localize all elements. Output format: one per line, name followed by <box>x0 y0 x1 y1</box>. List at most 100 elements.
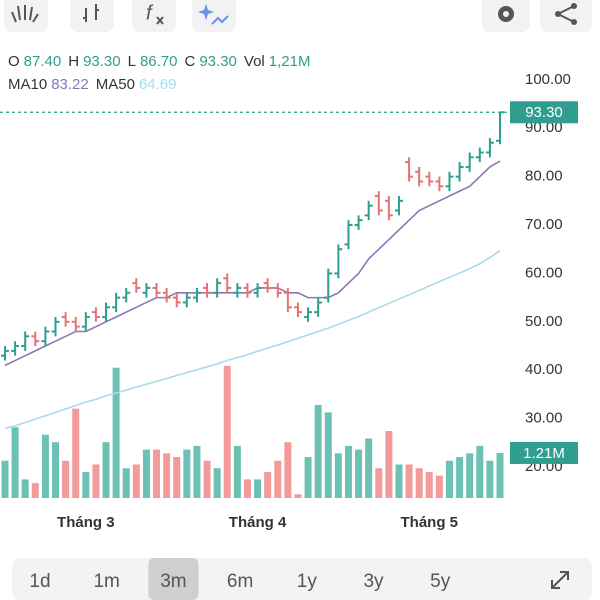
volume-bar <box>456 457 464 498</box>
volume-bar <box>52 442 60 498</box>
volume-bar <box>254 479 262 498</box>
volume-bar <box>122 468 130 498</box>
legend-key: O <box>8 53 20 70</box>
hand-icon <box>11 5 39 23</box>
ma-legend-name: MA10 <box>8 76 47 93</box>
volume-label: 1.21M <box>523 445 565 462</box>
gear-hole <box>503 11 509 17</box>
x-tick-label: Tháng 3 <box>57 514 115 531</box>
legend-key: Vol <box>244 53 265 70</box>
volume-bar <box>314 404 322 498</box>
toolbar: f <box>4 0 592 32</box>
volume-bar <box>132 464 140 498</box>
range-button[interactable]: 3m <box>160 571 186 592</box>
bar-button[interactable] <box>70 0 114 32</box>
volume-bar <box>365 438 373 498</box>
volume-bar <box>11 427 19 498</box>
sparkle-icon <box>198 4 214 20</box>
volume-bar <box>72 408 80 498</box>
volume-bar <box>344 445 352 498</box>
share-dot <box>571 19 577 25</box>
volume-bar <box>476 445 484 498</box>
trend-icon <box>211 15 229 25</box>
volume-bar <box>405 464 413 498</box>
x-tick-label: Tháng 5 <box>401 514 459 531</box>
volume-bar <box>31 483 39 498</box>
volume-bar <box>375 468 383 498</box>
range-button[interactable]: 5y <box>430 571 451 592</box>
range-button[interactable]: 1y <box>297 571 318 592</box>
ma-line <box>4 160 501 367</box>
volume-bar <box>385 431 393 498</box>
last-price-label: 93.30 <box>525 104 563 121</box>
volume-bar <box>355 449 363 498</box>
range-button[interactable]: 1m <box>93 571 119 592</box>
y-tick-label: 90.00 <box>525 119 563 136</box>
volume-bar <box>142 449 150 498</box>
volume-bar <box>395 464 403 498</box>
volume-bar <box>284 442 292 498</box>
range-button[interactable]: 3y <box>363 571 384 592</box>
y-tick-label: 30.00 <box>525 410 563 427</box>
volume-bar <box>243 479 251 498</box>
fx-icon-x <box>156 16 164 25</box>
volume-bar <box>223 365 231 498</box>
volume-bar <box>294 494 302 498</box>
legend-value: 93.30 <box>199 53 237 70</box>
share-button[interactable] <box>540 0 592 32</box>
legend-value: 86.70 <box>140 53 178 70</box>
volume-bar <box>435 475 443 498</box>
volume-bar <box>415 468 423 498</box>
legend-value: 87.40 <box>24 53 62 70</box>
ma-legend-value: 64.69 <box>139 76 177 93</box>
volume-bar <box>466 453 474 498</box>
ma-legend-name: MA50 <box>96 76 135 93</box>
volume-bar <box>1 460 9 498</box>
legend-value: 1,21M <box>269 53 311 70</box>
legend-key: L <box>128 53 136 70</box>
range-button[interactable]: 1d <box>29 571 50 592</box>
volume-bar <box>496 452 504 498</box>
y-tick-label: 70.00 <box>525 216 563 233</box>
ma-legend-value: 83.22 <box>51 76 89 93</box>
ma-line <box>4 250 501 430</box>
ai-button[interactable] <box>192 0 236 32</box>
share-dot <box>571 3 577 9</box>
x-tick-label: Tháng 4 <box>229 514 287 531</box>
volume-bar <box>324 412 332 498</box>
volume-bar <box>173 457 181 498</box>
volume-bar <box>21 479 29 498</box>
volume-bar <box>82 471 90 498</box>
volume-bar <box>163 453 171 498</box>
fx-button[interactable] <box>132 0 176 32</box>
volume-bar <box>153 449 161 498</box>
y-tick-label: 100.00 <box>525 71 571 88</box>
range-button[interactable]: 6m <box>227 571 253 592</box>
range-selected <box>148 558 199 600</box>
y-tick-label: 80.00 <box>525 168 563 185</box>
y-tick-label: 40.00 <box>525 361 563 378</box>
volume-bar <box>233 445 241 498</box>
bar-icon <box>83 4 99 22</box>
legend-key: C <box>185 53 196 70</box>
y-tick-label: 60.00 <box>525 264 563 281</box>
volume-bar <box>445 460 453 498</box>
volume-bar <box>203 460 211 498</box>
share-dot <box>555 11 561 17</box>
volume-bar <box>62 460 70 498</box>
volume-bar <box>112 367 120 498</box>
volume-bar <box>304 457 312 498</box>
volume-bar <box>193 445 201 498</box>
volume-bar <box>102 442 110 498</box>
legend-value: 93.30 <box>83 53 121 70</box>
volume-bar <box>213 468 221 498</box>
expand-icon[interactable] <box>551 571 569 589</box>
volume-bar <box>274 460 282 498</box>
fx-icon: f <box>146 2 154 24</box>
volume-bar <box>264 471 272 498</box>
volume-bar <box>486 460 494 498</box>
volume-bar <box>334 453 342 498</box>
